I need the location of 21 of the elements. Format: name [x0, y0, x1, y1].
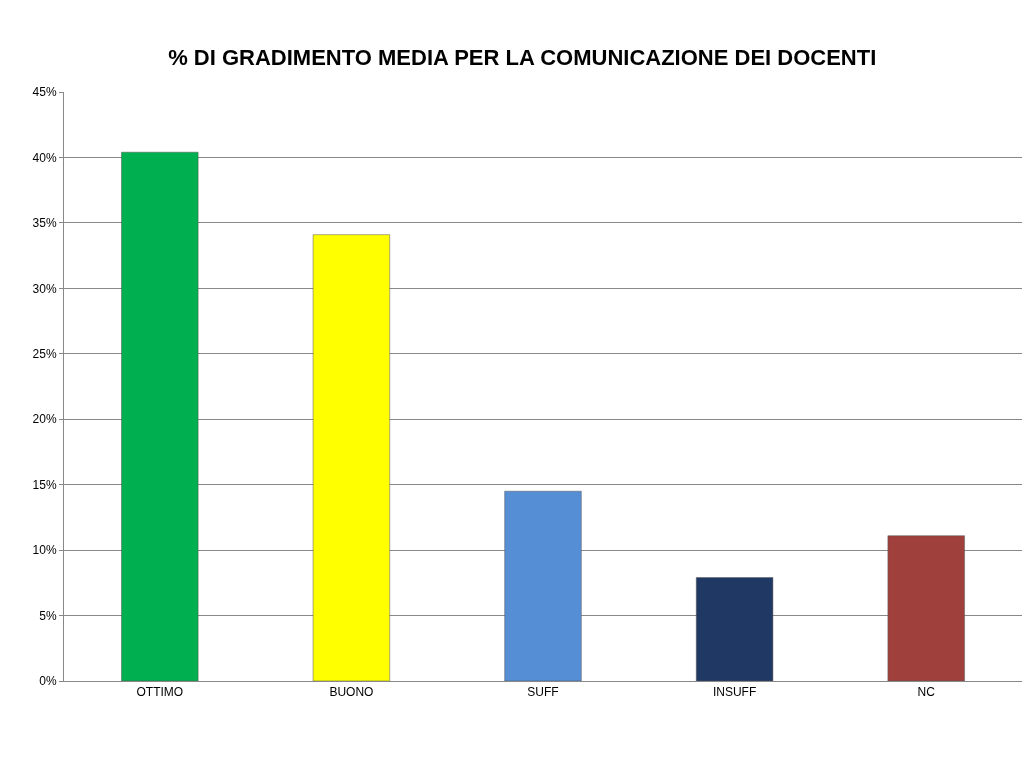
bar	[887, 535, 965, 681]
y-tick-label: 25%	[32, 346, 57, 361]
y-tick-label: 0%	[39, 674, 57, 689]
y-tick-label: 15%	[32, 477, 57, 492]
bar	[696, 577, 774, 681]
y-tick-label: 20%	[32, 412, 57, 427]
y-tick-label: 35%	[32, 216, 57, 231]
y-tick-label: 5%	[39, 608, 57, 623]
y-tick-label: 10%	[32, 543, 57, 558]
x-tick-label: INSUFF	[712, 685, 757, 700]
bar	[312, 234, 390, 681]
y-tick-label: 40%	[32, 150, 57, 165]
x-tick-label: NC	[917, 685, 936, 700]
bar	[504, 490, 582, 681]
y-tick-label: 45%	[32, 85, 57, 100]
x-tick-label: OTTIMO	[136, 685, 184, 700]
x-tick-label: BUONO	[329, 685, 374, 700]
y-tick-label: 30%	[32, 281, 57, 296]
bar	[121, 151, 199, 681]
chart-title: % DI GRADIMENTO MEDIA PER LA COMUNICAZIONE DEI DOCENTI	[168, 45, 877, 71]
x-tick-label: SUFF	[527, 685, 559, 700]
